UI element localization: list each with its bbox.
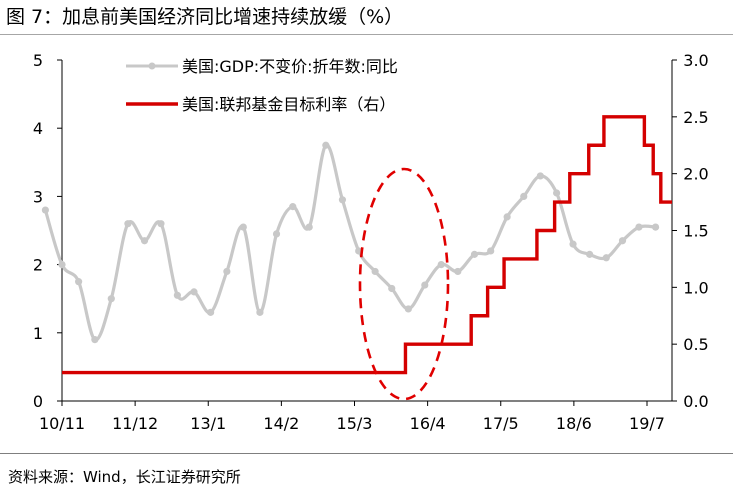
gdp-rate-chart: 0 1 2 3 4 5 0.0 0.5 1.0 1.5 2.0 2.5 3.0 10/11 11/12 13/…: [33, 51, 709, 433]
gdp-data-point: [487, 247, 495, 255]
gdp-data-point: [651, 223, 660, 231]
right-tick-label: 0.5: [683, 335, 708, 354]
footer-divider: [0, 453, 733, 454]
gdp-data-point: [569, 240, 577, 248]
gdp-data-point: [289, 203, 297, 211]
left-tick-label: 3: [33, 187, 43, 206]
x-tick-label: 14/2: [263, 414, 299, 433]
gdp-data-point: [173, 291, 181, 299]
gdp-data-point: [371, 267, 379, 276]
gdp-data-point: [124, 220, 132, 228]
gdp-series-line: [43, 143, 656, 342]
right-tick-label: 2.0: [683, 165, 708, 184]
gdp-data-point: [553, 189, 561, 197]
left-tick-label: 1: [33, 324, 43, 343]
gdp-data-point: [91, 336, 99, 344]
gdp-data-point: [322, 141, 330, 149]
gdp-data-point: [140, 237, 149, 245]
gdp-data-point: [239, 223, 247, 231]
left-tick-label: 5: [33, 51, 43, 70]
left-tick-label: 0: [33, 392, 43, 411]
gdp-data-point: [223, 267, 231, 276]
gdp-data-point: [207, 308, 215, 316]
gdp-data-point: [421, 281, 429, 289]
chart-title: 图 7：加息前美国经济同比增速持续放缓（%）: [6, 6, 404, 28]
gdp-data-point: [41, 206, 49, 214]
legend-gdp-label: 美国:GDP:不变价:折年数:同比: [182, 57, 398, 76]
source-note: 资料来源：Wind，长江证券研究所: [8, 468, 241, 486]
x-tick-label: 16/4: [410, 414, 446, 433]
gdp-data-point: [190, 288, 198, 296]
x-tick-label: 10/11: [39, 414, 85, 433]
title-divider: [0, 34, 733, 35]
gdp-data-point: [635, 223, 643, 231]
gdp-data-point: [586, 250, 594, 258]
right-tick-label: 1.0: [683, 278, 708, 297]
left-tick-label: 2: [33, 256, 43, 275]
x-tick-label: 19/7: [629, 414, 665, 433]
gdp-data-point: [256, 308, 264, 316]
gdp-data-point: [470, 250, 479, 258]
right-tick-label: 3.0: [683, 51, 708, 70]
left-tick-label: 4: [33, 119, 43, 138]
gdp-data-point: [305, 223, 313, 231]
gdp-data-point: [520, 192, 528, 200]
gdp-data-point: [338, 196, 347, 204]
gdp-data-point: [503, 213, 511, 221]
gdp-data-point: [157, 220, 165, 228]
gdp-data-point: [536, 172, 544, 180]
right-tick-label: 1.5: [683, 222, 708, 241]
gdp-data-point: [618, 237, 627, 245]
right-tick-label: 0.0: [683, 392, 708, 411]
highlight-ellipse: [358, 167, 450, 401]
gdp-data-point: [454, 267, 462, 276]
gdp-data-point: [404, 305, 412, 313]
gdp-data-point: [388, 284, 396, 293]
gdp-data-point: [437, 261, 445, 269]
gdp-data-point: [272, 230, 281, 238]
gdp-data-point: [602, 254, 610, 262]
x-tick-label: 11/12: [112, 414, 158, 433]
legend-gdp-marker: [148, 62, 156, 70]
gdp-data-point: [107, 295, 115, 303]
x-tick-label: 18/6: [556, 414, 592, 433]
x-tick-label: 17/5: [483, 414, 519, 433]
gdp-data-point: [75, 278, 83, 286]
x-tick-label: 13/1: [190, 414, 226, 433]
legend-fed-label: 美国:联邦基金目标利率（右）: [182, 95, 395, 114]
right-tick-label: 2.5: [683, 108, 708, 127]
x-tick-label: 15/3: [337, 414, 373, 433]
fed-rate-series-line: [62, 115, 672, 375]
gdp-data-point: [58, 261, 66, 269]
